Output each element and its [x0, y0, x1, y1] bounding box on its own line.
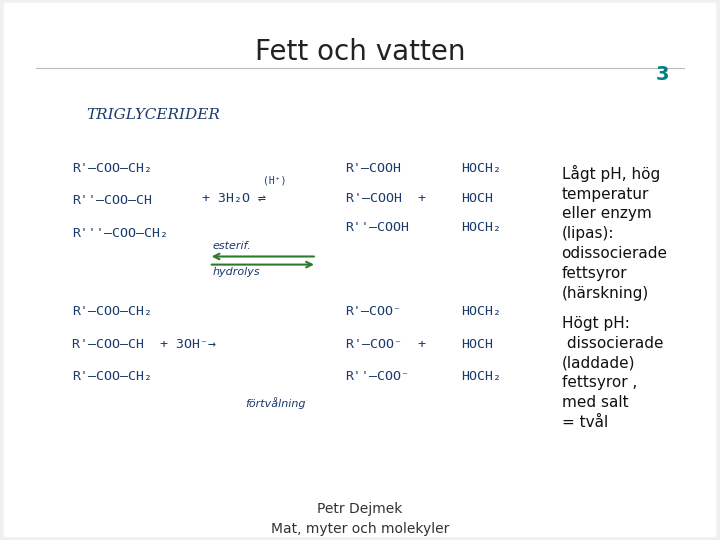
Text: HOCH₂: HOCH₂ [461, 221, 501, 234]
Text: HOCH: HOCH [461, 338, 492, 350]
Text: R'–COO–CH  + 3OH⁻→: R'–COO–CH + 3OH⁻→ [72, 338, 216, 350]
Text: R'–COO⁻  +: R'–COO⁻ + [346, 338, 426, 350]
Text: Högt pH:
 dissocierade
(laddade)
fettsyror ,
med salt
= tvål: Högt pH: dissocierade (laddade) fettsyro… [562, 316, 663, 430]
Text: TRIGLYCERIDER: TRIGLYCERIDER [86, 108, 220, 122]
Text: R''–COO⁻: R''–COO⁻ [346, 370, 410, 383]
Text: R'–COOH  +: R'–COOH + [346, 192, 426, 205]
Text: R'–COOH: R'–COOH [346, 162, 402, 175]
Text: + 3H₂O ⇌: + 3H₂O ⇌ [202, 192, 266, 205]
Text: R'–COO–CH₂: R'–COO–CH₂ [72, 305, 152, 318]
Text: R'''–COO–CH₂: R'''–COO–CH₂ [72, 227, 168, 240]
Text: hydrolys: hydrolys [212, 267, 260, 278]
Text: Petr Dejmek
Mat, myter och molekyler: Petr Dejmek Mat, myter och molekyler [271, 502, 449, 536]
Text: esterif.: esterif. [212, 241, 251, 251]
Text: HOCH₂: HOCH₂ [461, 370, 501, 383]
Text: HOCH: HOCH [461, 192, 492, 205]
Text: (H⁺): (H⁺) [263, 176, 287, 186]
Text: HOCH₂: HOCH₂ [461, 162, 501, 175]
Text: Fett och vatten: Fett och vatten [255, 38, 465, 66]
Text: Lågt pH, hög
temperatur
eller enzym
(lipas):
odissocierade
fettsyror
(härskning): Lågt pH, hög temperatur eller enzym (lip… [562, 165, 667, 301]
Text: R'–COO–CH₂: R'–COO–CH₂ [72, 370, 152, 383]
Text: R'–COO⁻: R'–COO⁻ [346, 305, 402, 318]
Text: R''–COOH: R''–COOH [346, 221, 410, 234]
Text: HOCH₂: HOCH₂ [461, 305, 501, 318]
Text: förtvålning: förtvålning [245, 397, 305, 409]
Text: R''–COO–CH: R''–COO–CH [72, 194, 152, 207]
Text: 3: 3 [656, 65, 669, 84]
Text: R'–COO–CH₂: R'–COO–CH₂ [72, 162, 152, 175]
